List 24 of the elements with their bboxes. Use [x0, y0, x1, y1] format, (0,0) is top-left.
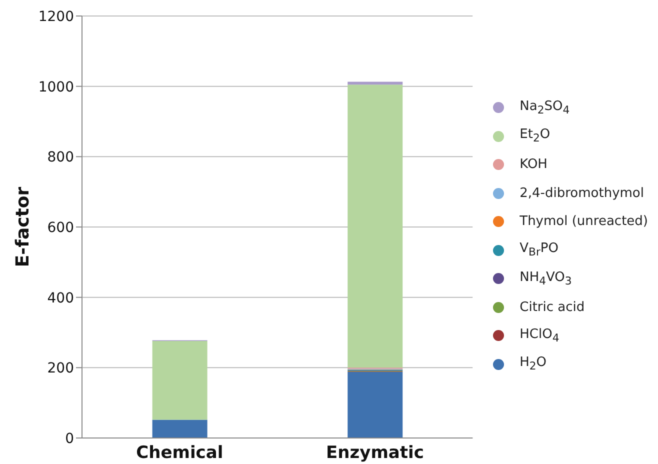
legend-label: Citric acid [520, 300, 585, 315]
legend-label: H$_{2}$O [520, 355, 547, 374]
legend-label: Et$_{2}$O [520, 127, 550, 146]
y-tick-label: 400 [47, 290, 74, 306]
x-tick-label: Chemical [136, 443, 224, 464]
y-tick-label: 800 [47, 150, 74, 166]
y-tick-label: 1000 [38, 79, 74, 96]
y-tick-label: 200 [47, 360, 74, 377]
y-tick-label: 0 [65, 430, 74, 447]
y-axis-title: E-factor [12, 186, 34, 268]
legend-label: 2,4-dibromothymol [520, 186, 644, 201]
legend-label: Na$_{2}$SO$_{4}$ [520, 98, 570, 117]
bar [152, 420, 208, 438]
y-tick-label: 600 [47, 220, 74, 236]
y-tick-label: 1200 [38, 8, 74, 25]
legend-label: NH$_{4}$VO$_{3}$ [520, 270, 572, 288]
legend-label: KOH [520, 157, 548, 172]
legend-label: V$_{Br}$PO [520, 241, 558, 260]
bar [348, 372, 403, 438]
bar [152, 340, 208, 420]
legend-label: HClO$_{4}$ [520, 326, 560, 345]
bar [348, 84, 403, 368]
legend-label: Thymol (unreacted) [520, 214, 648, 230]
x-tick-label: Enzymatic [326, 443, 424, 464]
